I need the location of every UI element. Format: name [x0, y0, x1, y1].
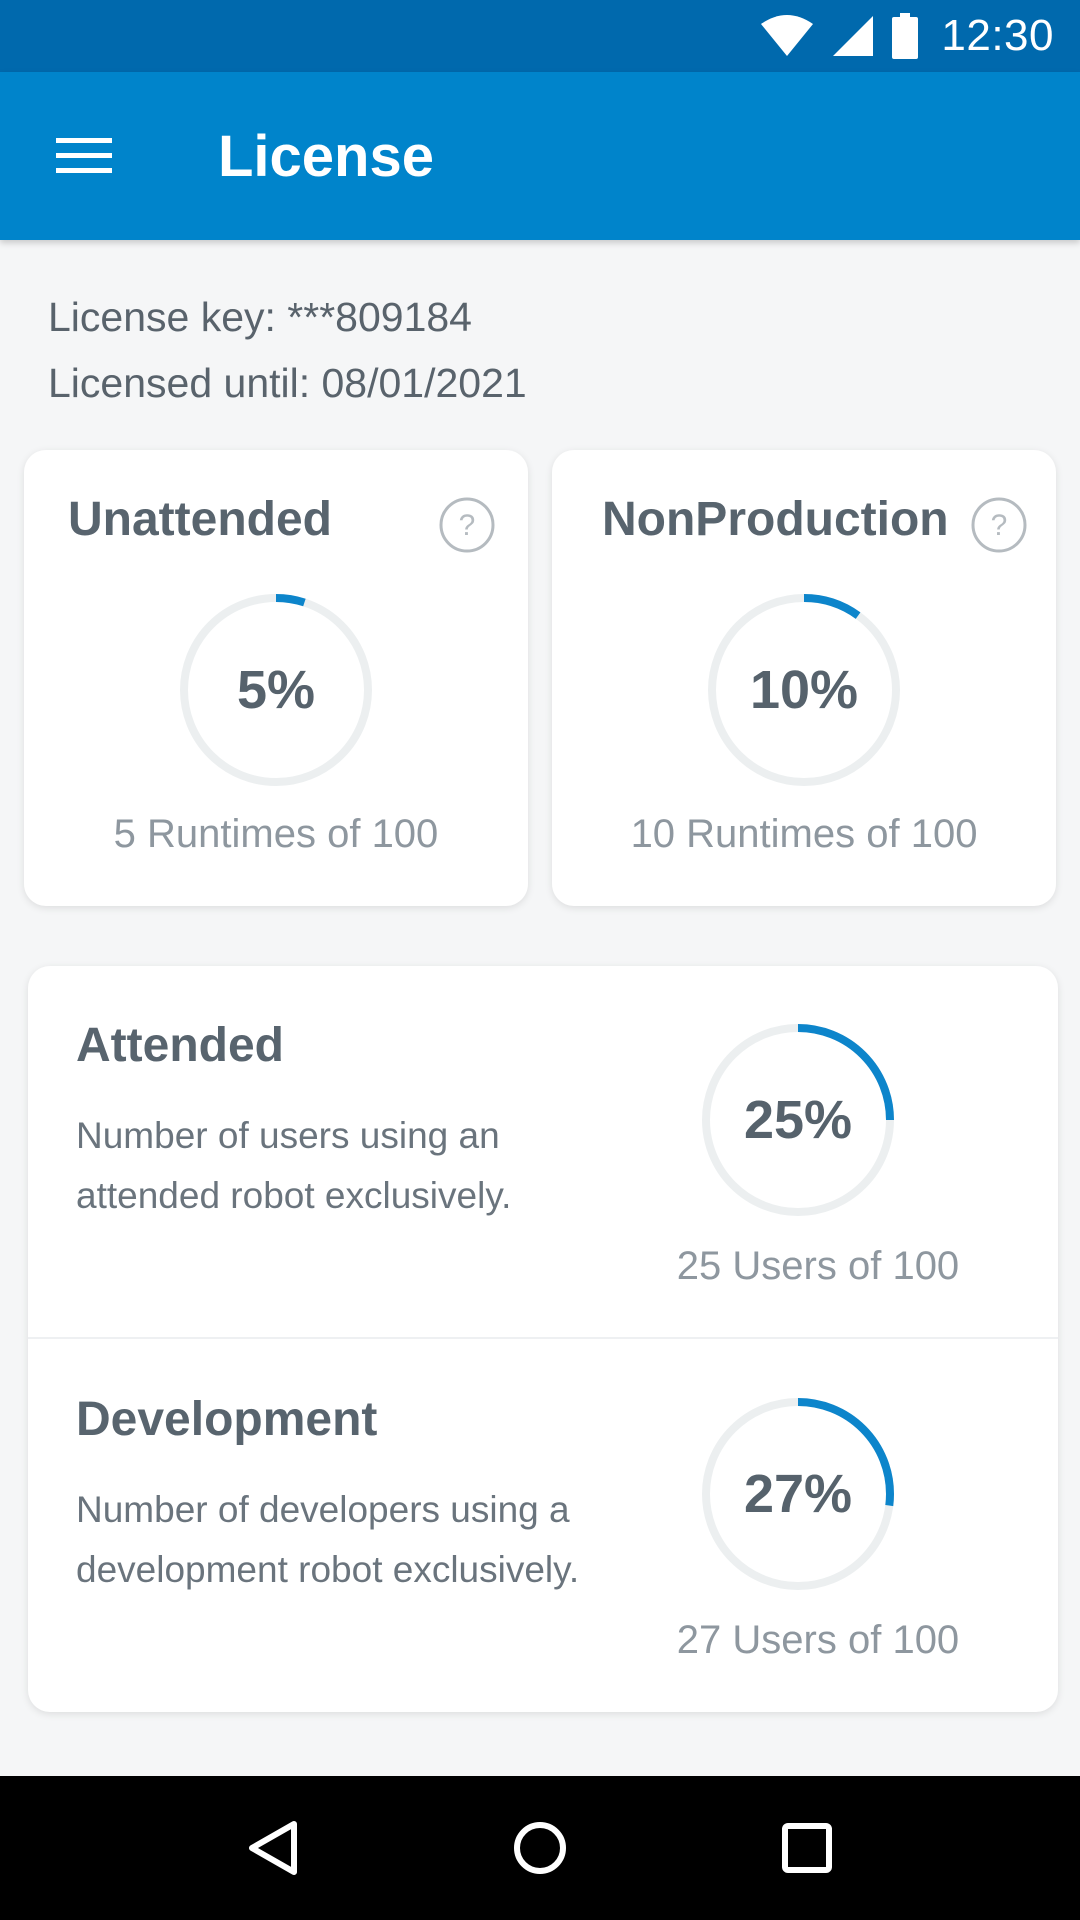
battery-icon	[892, 13, 919, 59]
attended-section[interactable]: Attended Number of users using an attend…	[28, 966, 1058, 1339]
development-description: Number of developers using a development…	[76, 1489, 580, 1590]
development-section[interactable]: Development Number of developers using a…	[28, 1340, 1058, 1713]
back-button[interactable]	[225, 1800, 321, 1896]
nonproduction-caption: 10 Runtimes of 100	[630, 812, 978, 856]
nonproduction-card[interactable]: NonProduction ? 10% 10 Runtimes of 100	[552, 450, 1056, 906]
signal-icon	[833, 16, 874, 56]
nonproduction-title: NonProduction	[602, 493, 949, 546]
attended-percent: 25%	[743, 1090, 853, 1150]
wifi-icon	[761, 15, 814, 56]
unattended-gauge: 5%	[176, 590, 376, 790]
help-icon[interactable]: ?	[438, 496, 496, 554]
unattended-card[interactable]: Unattended ? 5% 5 Runtimes of 100	[24, 450, 528, 906]
attended-gauge: 25%	[698, 1020, 898, 1220]
nonproduction-gauge: 10%	[704, 590, 904, 790]
home-icon	[513, 1822, 566, 1874]
status-bar: 12:30	[0, 0, 1080, 72]
hamburger-menu-icon	[56, 138, 112, 173]
attended-gauge-arc	[702, 1024, 894, 1216]
development-caption: 27 Users of 100	[676, 1618, 960, 1662]
back-icon	[249, 1821, 298, 1875]
development-percent: 27%	[743, 1464, 853, 1524]
nonproduction-percent: 10%	[749, 660, 859, 720]
help-icon[interactable]: ?	[970, 496, 1028, 554]
svg-text:?: ?	[991, 509, 1008, 542]
attended-description: Number of users using an attended robot …	[76, 1115, 512, 1216]
status-time: 12:30	[941, 11, 1054, 60]
status-icons	[759, 13, 919, 59]
development-gauge-arc	[702, 1398, 894, 1590]
unattended-caption: 5 Runtimes of 100	[113, 812, 439, 856]
license-until: Licensed until: 08/01/2021	[48, 360, 527, 406]
attended-caption: 25 Users of 100	[676, 1244, 960, 1288]
recents-icon	[781, 1823, 832, 1873]
development-title: Development	[76, 1393, 378, 1446]
unattended-title: Unattended	[68, 493, 332, 546]
app-bar: License	[0, 72, 1080, 240]
page-title: License	[218, 123, 434, 189]
unattended-percent: 5%	[236, 660, 316, 720]
home-button[interactable]	[492, 1800, 588, 1896]
svg-text:?: ?	[459, 509, 476, 542]
license-key: License key: ***809184	[48, 294, 472, 340]
nonproduction-gauge-arc	[708, 594, 900, 786]
navigation-bar	[0, 1776, 1080, 1920]
attended-title: Attended	[76, 1019, 284, 1072]
users-card: Attended Number of users using an attend…	[28, 966, 1058, 1712]
license-info: License key: ***809184 Licensed until: 0…	[48, 284, 527, 416]
menu-button[interactable]	[24, 96, 144, 216]
development-gauge: 27%	[698, 1394, 898, 1594]
unattended-gauge-arc	[180, 594, 372, 786]
recents-button[interactable]	[759, 1800, 855, 1896]
